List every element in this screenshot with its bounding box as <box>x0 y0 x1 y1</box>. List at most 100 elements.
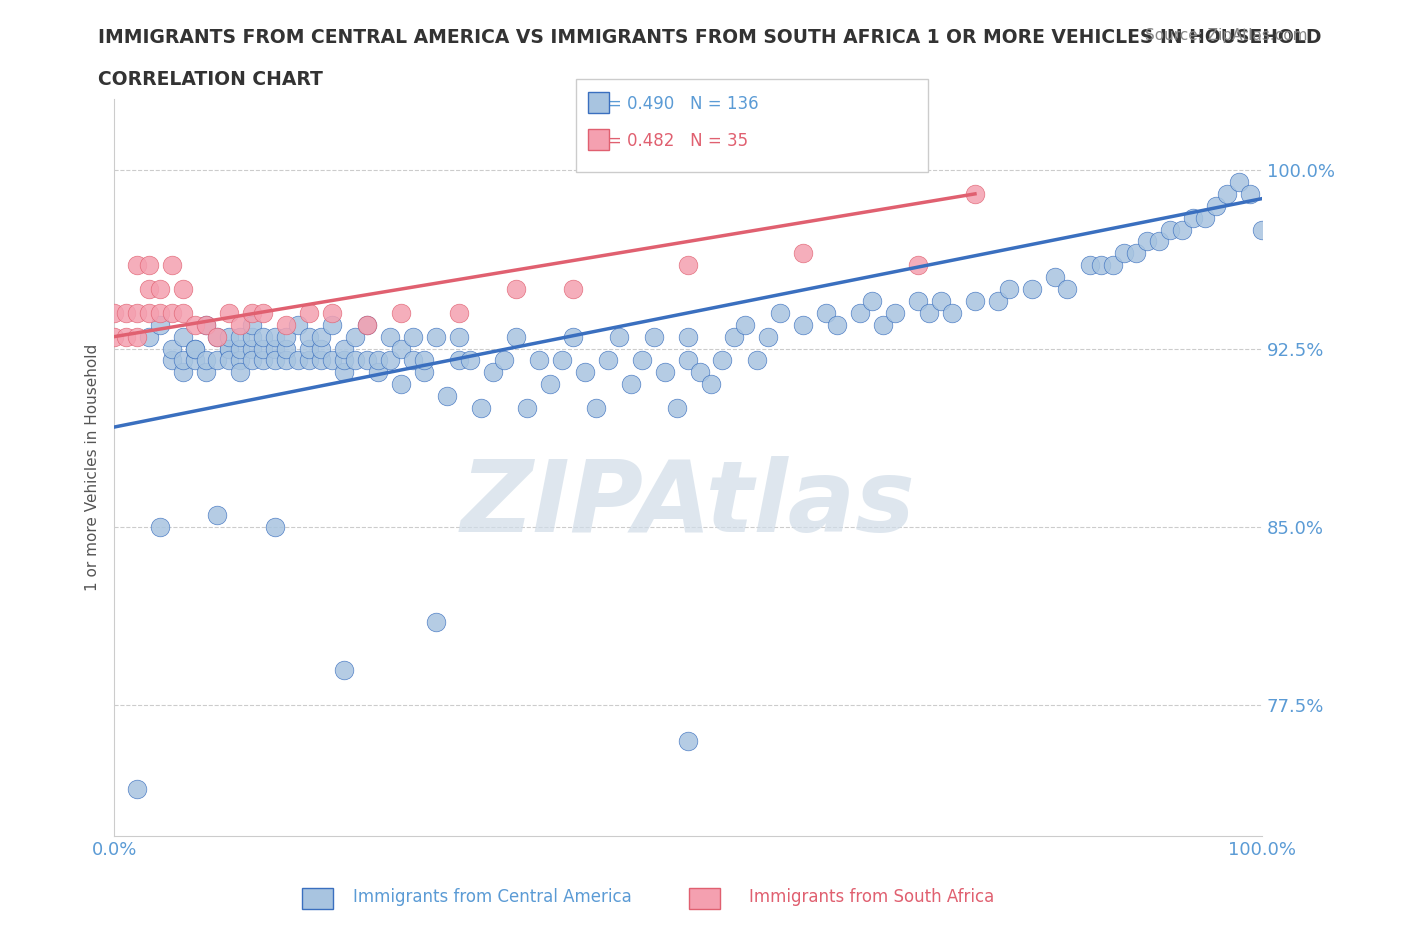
Point <box>482 365 505 379</box>
Point <box>907 258 929 272</box>
Point <box>172 282 194 297</box>
Point <box>207 353 229 368</box>
Point <box>218 353 240 368</box>
Point <box>332 365 354 379</box>
Point <box>872 317 894 332</box>
Point <box>367 353 389 368</box>
Point <box>883 305 905 320</box>
Point <box>263 520 285 535</box>
Point <box>344 329 367 344</box>
Point <box>229 365 252 379</box>
Point <box>401 329 423 344</box>
Point <box>425 329 447 344</box>
Point <box>276 353 298 368</box>
Point <box>494 353 516 368</box>
Point <box>758 329 780 344</box>
Point <box>458 353 481 368</box>
Text: IMMIGRANTS FROM CENTRAL AMERICA VS IMMIGRANTS FROM SOUTH AFRICA 1 OR MORE VEHICL: IMMIGRANTS FROM CENTRAL AMERICA VS IMMIG… <box>98 28 1322 46</box>
Point <box>183 341 205 356</box>
Point <box>447 305 470 320</box>
Point <box>160 353 183 368</box>
Point <box>1251 222 1274 237</box>
Point <box>195 317 218 332</box>
Point <box>425 615 447 630</box>
Point <box>643 329 665 344</box>
Point <box>138 329 160 344</box>
Point <box>252 329 274 344</box>
Point <box>240 353 263 368</box>
Point <box>240 329 263 344</box>
Point <box>470 401 492 416</box>
Point <box>127 781 149 796</box>
Point <box>505 329 527 344</box>
Point <box>114 329 136 344</box>
Point <box>401 353 423 368</box>
Point <box>183 317 205 332</box>
Point <box>700 377 723 392</box>
Point <box>447 329 470 344</box>
Point <box>252 341 274 356</box>
Point <box>413 353 436 368</box>
Point <box>207 329 229 344</box>
Point <box>356 317 378 332</box>
Point <box>298 329 321 344</box>
Point <box>183 353 205 368</box>
Point <box>1205 198 1227 213</box>
Point <box>1239 186 1261 201</box>
Point <box>252 305 274 320</box>
Point <box>711 353 734 368</box>
Point <box>389 377 412 392</box>
Point <box>769 305 792 320</box>
Point <box>172 305 194 320</box>
Point <box>596 353 619 368</box>
Point <box>631 353 654 368</box>
Point <box>527 353 550 368</box>
Point <box>195 317 218 332</box>
Point <box>676 734 699 749</box>
Point <box>149 282 172 297</box>
Point <box>207 329 229 344</box>
Point <box>287 317 309 332</box>
Point <box>860 294 883 309</box>
Point <box>963 186 986 201</box>
Point <box>229 329 252 344</box>
Text: ZIPAtlas: ZIPAtlas <box>461 456 915 553</box>
Point <box>676 258 699 272</box>
Point <box>207 508 229 523</box>
Point <box>138 305 160 320</box>
Point <box>745 353 768 368</box>
Point <box>263 329 285 344</box>
Point <box>287 353 309 368</box>
Point <box>103 329 125 344</box>
Point <box>562 329 585 344</box>
Point <box>298 305 321 320</box>
Point <box>298 353 321 368</box>
Point <box>574 365 596 379</box>
Point <box>551 353 574 368</box>
Point <box>332 341 354 356</box>
Point <box>344 353 367 368</box>
Point <box>620 377 643 392</box>
Point <box>127 329 149 344</box>
Point <box>332 662 354 677</box>
Point <box>929 294 952 309</box>
Point <box>276 341 298 356</box>
Point <box>436 389 458 404</box>
Point <box>378 353 401 368</box>
Point <box>309 341 332 356</box>
Point <box>240 305 263 320</box>
Point <box>998 282 1021 297</box>
Point <box>849 305 872 320</box>
Point <box>149 305 172 320</box>
Point <box>149 317 172 332</box>
Point <box>963 294 986 309</box>
Point <box>516 401 538 416</box>
Point <box>654 365 676 379</box>
Point <box>447 353 470 368</box>
Point <box>218 341 240 356</box>
Point <box>240 341 263 356</box>
Point <box>160 258 183 272</box>
Y-axis label: 1 or more Vehicles in Household: 1 or more Vehicles in Household <box>86 344 100 591</box>
Point <box>1170 222 1192 237</box>
Point <box>195 365 218 379</box>
